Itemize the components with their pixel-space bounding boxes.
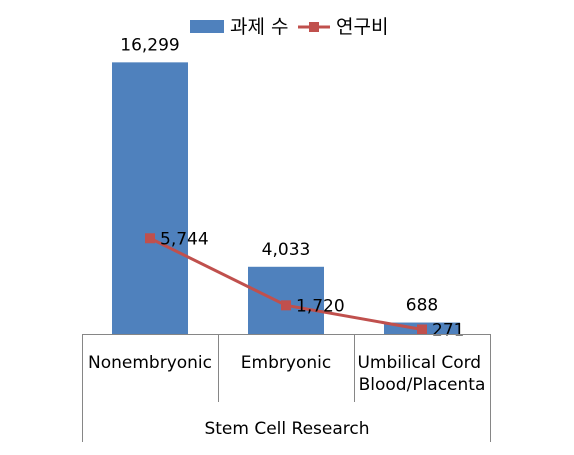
legend: 과제 수 연구비 <box>190 16 388 38</box>
bar-nonembryonic <box>112 62 188 334</box>
bar-series <box>112 62 460 334</box>
line-label-nonembryonic: 5,744 <box>160 229 209 249</box>
bar-data-labels: 16,299 4,033 688 <box>120 35 438 315</box>
category-labels: Nonembryonic Embryonic Umbilical Cord Bl… <box>88 353 486 395</box>
category-label-nonembryonic: Nonembryonic <box>88 353 212 373</box>
legend-line-marker <box>309 22 319 32</box>
x-axis <box>82 334 491 442</box>
line-label-embryonic: 1,720 <box>296 296 345 316</box>
line-point-embryonic <box>281 300 291 311</box>
category-label-umbilical-cord-line1: Umbilical Cord <box>357 353 481 373</box>
bar-label-embryonic: 4,033 <box>262 240 311 260</box>
line-label-umbilical-cord: 271 <box>432 320 464 340</box>
legend-swatch-bars <box>190 20 224 33</box>
x-axis-title: Stem Cell Research <box>204 419 369 439</box>
line-markers <box>145 233 427 335</box>
legend-label-bars: 과제 수 <box>230 16 288 38</box>
category-label-umbilical-cord-line2: Blood/Placenta <box>359 375 486 395</box>
line-data-labels: 5,744 1,720 271 <box>160 229 464 340</box>
category-label-embryonic: Embryonic <box>241 353 331 373</box>
line-point-umbilical-cord <box>417 324 427 335</box>
line-point-nonembryonic <box>145 233 155 244</box>
bar-label-umbilical-cord: 688 <box>406 296 438 316</box>
bar-label-nonembryonic: 16,299 <box>120 35 179 55</box>
legend-label-line: 연구비 <box>336 16 388 38</box>
category-label-umbilical-cord: Umbilical Cord Blood/Placenta <box>357 353 486 395</box>
